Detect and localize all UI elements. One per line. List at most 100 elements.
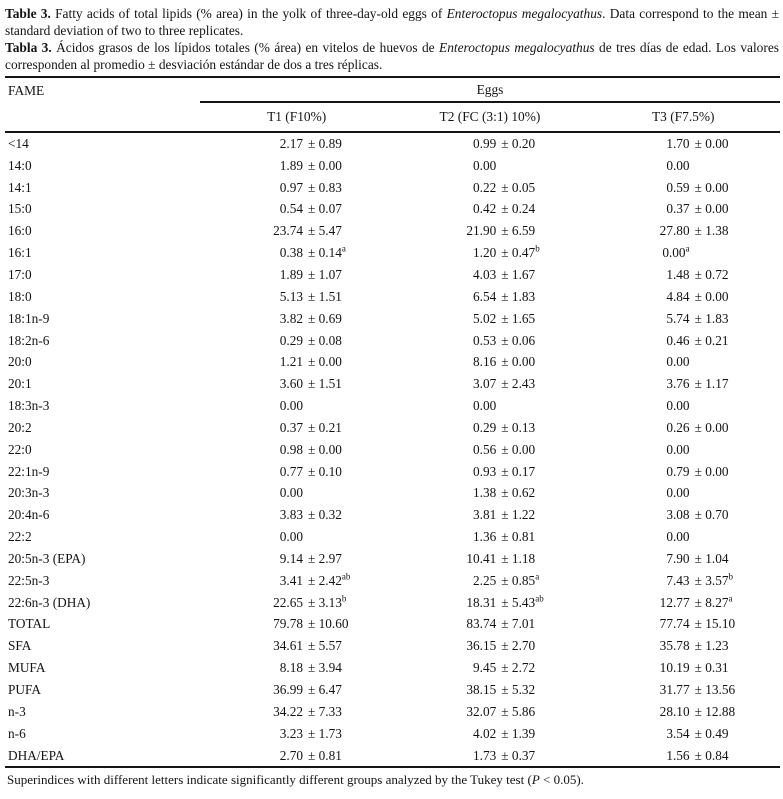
value-cell: 0.00 <box>587 485 780 501</box>
table-row: 20:2 0.37 ± 0.21 0.29 ± 0.13 0.26 ± 0.00 <box>5 417 780 439</box>
value-cell: 5.02 ± 1.65 <box>393 311 586 327</box>
fame-cell: MUFA <box>8 660 46 676</box>
mean-value: 0.46 <box>666 332 690 348</box>
sd-value: ± 0.00 <box>694 201 729 217</box>
table-row: 18:0 5.13 ± 1.51 6.54 ± 1.83 4.84 ± 0.00 <box>5 286 780 308</box>
mean-value: 22.65 <box>273 594 303 610</box>
column-header-t3: T3 (F7.5%) <box>652 109 715 124</box>
column-group-header-eggs-label: Eggs <box>476 81 504 97</box>
table-row: 16:1 0.38 ± 0.14a 1.20 ± 0.47b 0.00a <box>5 242 780 264</box>
mean-value: 32.07 <box>466 703 497 719</box>
sd-value: ± 0.10 <box>308 463 342 479</box>
sd-value: ± 0.00 <box>308 441 342 457</box>
value-cell: 34.61 ± 5.57 <box>200 638 393 654</box>
significance-superscript: b <box>535 243 540 254</box>
table-row: 22:5n-3 3.41 ± 2.42ab 2.25 ± 0.85a 7.43 ± 3.57… <box>5 570 780 592</box>
value-cell: 22.65 ± 3.13b <box>200 594 393 611</box>
fame-cell: n-6 <box>8 725 26 741</box>
footnote-text1: Superindices with different letters indi… <box>7 772 532 788</box>
sd-value: ± 12.88 <box>694 703 736 719</box>
sd-value: ± 0.17 <box>501 463 536 479</box>
mean-value: 7.43 <box>666 572 690 588</box>
value-cell: 0.00a <box>587 244 780 261</box>
sd-value: ± 0.89 <box>308 135 342 151</box>
mean-value: 31.77 <box>659 682 690 698</box>
value-cell: 4.84 ± 0.00 <box>587 289 780 305</box>
fame-cell: 18:1n-9 <box>8 310 50 326</box>
column-header-fame: FAME <box>8 82 45 98</box>
sd-value: ± 1.65 <box>501 310 536 326</box>
caption-english-text1: Fatty acids of total lipids (% area) in … <box>50 6 447 21</box>
significance-superscript: ab <box>341 571 351 582</box>
sd-value: ± 0.08 <box>308 332 342 348</box>
value-cell: 18.31 ± 5.43ab <box>393 594 586 611</box>
caption-english-species: Enteroctopus megalocyathus <box>446 6 603 21</box>
table-header-treatments-row: T1 (F10%) T2 (FC (3:1) 10%) T3 (F7.5%) <box>5 103 780 133</box>
caption-spanish-text2: de tres días de edad. Los valores corres… <box>5 40 779 72</box>
value-cell: 77.74 ± 15.10 <box>587 616 780 632</box>
fame-cell: 17:0 <box>8 266 32 282</box>
footnote-text2: < 0.05). <box>539 772 584 788</box>
caption-english: Table 3. Fatty acids of total lipids (% … <box>5 5 779 39</box>
sd-value: ± 0.00 <box>694 135 729 151</box>
fame-cell: 18:2n-6 <box>8 332 50 348</box>
sd-value: ± 1.83 <box>694 310 729 326</box>
value-cell: 35.78 ± 1.23 <box>587 638 780 654</box>
fame-cell: 16:1 <box>8 245 32 261</box>
mean-value: 0.00 <box>666 354 690 370</box>
mean-value: 0.37 <box>666 201 690 217</box>
sd-value: ± 0.14a <box>308 243 346 261</box>
value-cell: 0.79 ± 0.00 <box>587 464 780 480</box>
sd-value: ± 0.21 <box>694 332 729 348</box>
sd-value: ± 2.43 <box>501 376 536 392</box>
sd-value: ± 6.47 <box>308 682 342 698</box>
mean-value: 0.00 <box>473 398 497 414</box>
mean-value: 0.77 <box>279 463 303 479</box>
sd-value: ± 0.00 <box>694 288 729 304</box>
sd-value: ± 0.84 <box>694 747 729 763</box>
sd-value: ± 3.94 <box>308 660 342 676</box>
mean-value: 1.36 <box>473 529 497 545</box>
mean-value: 8.16 <box>473 354 497 370</box>
table-row: 22:2 0.00 1.36 ± 0.81 0.00 <box>5 526 780 548</box>
mean-value: 0.98 <box>279 441 303 457</box>
mean-value: 0.26 <box>666 419 690 435</box>
value-cell: 0.00 <box>587 354 780 370</box>
value-cell: 3.23 ± 1.73 <box>200 726 393 742</box>
sd-value: ± 0.00 <box>308 157 342 173</box>
mean-value: 0.38 <box>279 245 303 261</box>
mean-value: 0.53 <box>473 332 497 348</box>
value-cell: 0.00 <box>393 158 586 174</box>
value-cell: 3.60 ± 1.51 <box>200 376 393 392</box>
value-cell: 0.00 <box>393 398 586 414</box>
value-cell: 0.38 ± 0.14a <box>200 243 393 261</box>
sd-value: ± 1.39 <box>501 725 536 741</box>
column-header-t2: T2 (FC (3:1) 10%) <box>439 109 541 124</box>
mean-value: 21.90 <box>466 223 497 239</box>
value-cell: 10.19 ± 0.31 <box>587 660 780 676</box>
value-cell: 0.00 <box>587 158 780 174</box>
caption-spanish-text1: Ácidos grasos de los lípidos totales (% … <box>51 40 440 55</box>
table-row: 17:0 1.89 ± 1.07 4.03 ± 1.67 1.48 ± 0.72 <box>5 264 780 286</box>
sd-value <box>690 245 780 261</box>
mean-value: 1.89 <box>279 157 303 173</box>
sd-value: ± 5.86 <box>501 703 536 719</box>
significance-superscript: a <box>535 571 540 582</box>
mean-value: 0.00 <box>279 485 303 501</box>
mean-value: 0.00 <box>666 485 690 501</box>
sd-value: ± 1.17 <box>694 376 729 392</box>
value-cell: 0.54 ± 0.07 <box>200 201 393 217</box>
table-footnote: Superindices with different letters indi… <box>5 768 779 788</box>
value-cell: 27.80 ± 1.38 <box>587 223 780 239</box>
fatty-acids-table: FAME Eggs T1 (F10%) T2 (FC (3:1) 10%) T3… <box>5 76 780 769</box>
table-row: TOTAL 79.78 ± 10.60 83.74 ± 7.01 77.74 ± 15.10 <box>5 614 780 636</box>
value-cell: 0.29 ± 0.08 <box>200 333 393 349</box>
mean-value: 1.70 <box>666 135 690 151</box>
value-cell: 32.07 ± 5.86 <box>393 704 586 720</box>
table-row: n-6 3.23 ± 1.73 4.02 ± 1.39 3.54 ± 0.49 <box>5 723 780 745</box>
mean-value: 7.90 <box>666 550 690 566</box>
value-cell: 36.15 ± 2.70 <box>393 638 586 654</box>
mean-value: 1.89 <box>279 266 303 282</box>
mean-value: 34.22 <box>273 703 303 719</box>
value-cell: 8.16 ± 0.00 <box>393 354 586 370</box>
